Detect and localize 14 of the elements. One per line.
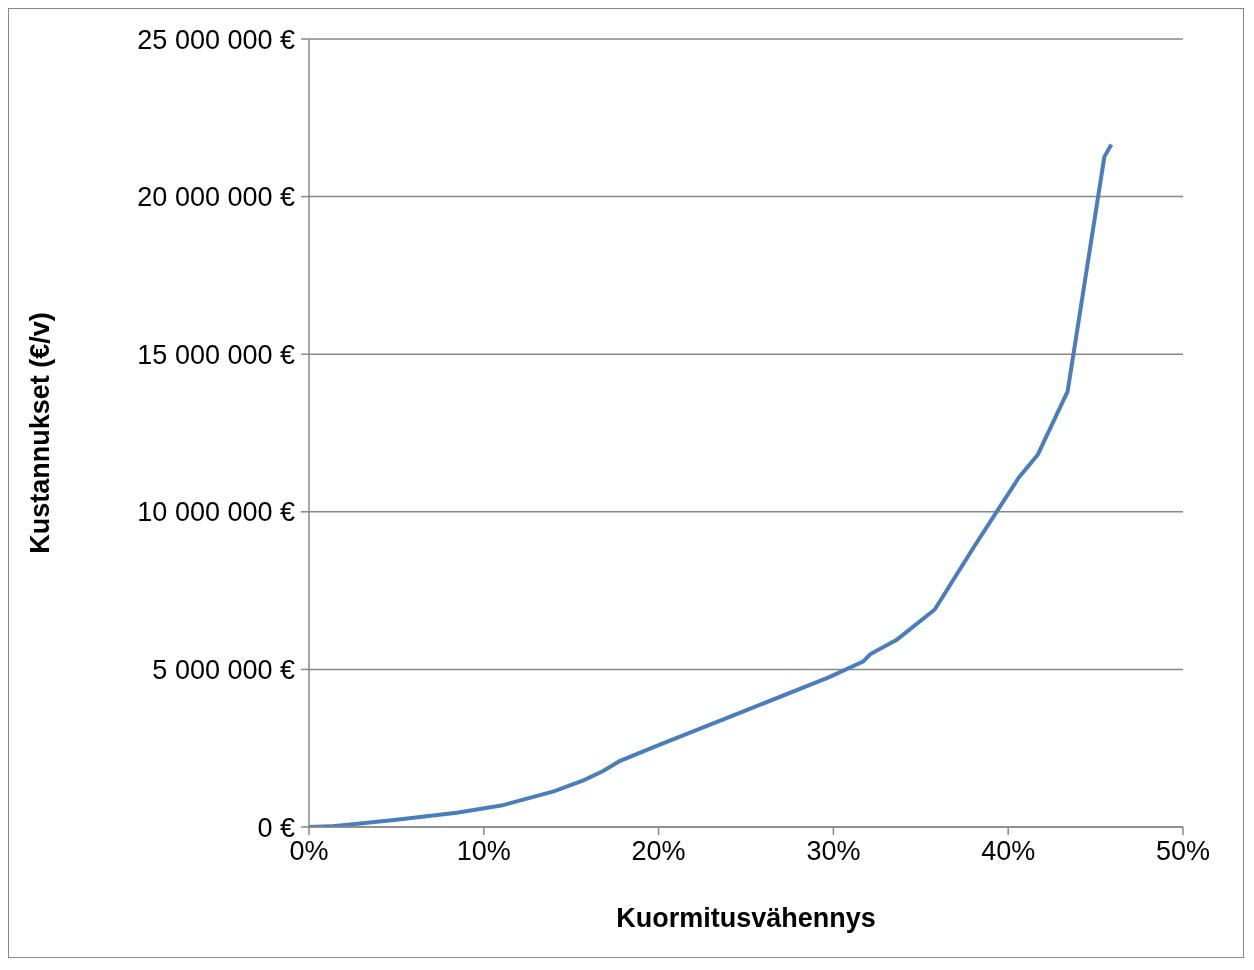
x-tick-label: 10% [456,836,511,867]
line-series [309,142,1114,827]
y-tick-label: 20 000 000 € [137,182,295,213]
y-tick-label: 10 000 000 € [137,497,295,528]
y-tick-label: 15 000 000 € [137,339,295,370]
y-tick-label: 5 000 000 € [152,654,295,685]
x-axis-title: Kuormitusvähennys [616,903,876,933]
y-axis-title: Kustannukset (€/v) [24,312,55,554]
y-tick-label: 25 000 000 € [137,24,295,55]
x-tick-label: 0% [289,836,329,867]
x-tick-label: 20% [631,836,686,867]
x-tick-label: 40% [981,836,1036,867]
x-tick-label: 30% [806,836,861,867]
x-tick-label: 50% [1155,836,1211,867]
